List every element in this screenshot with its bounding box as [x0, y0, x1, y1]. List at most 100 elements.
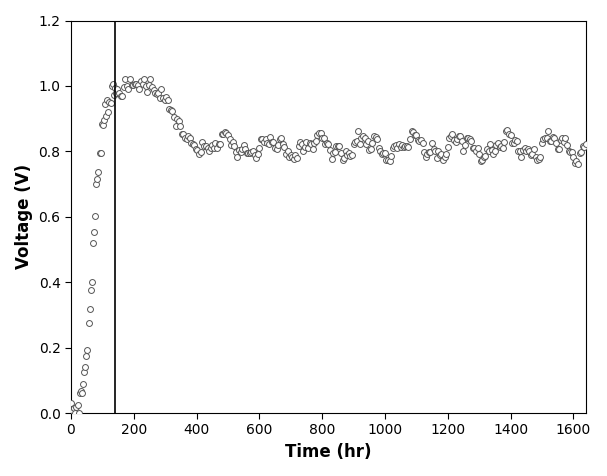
Point [334, 142, 344, 150]
Point [497, 142, 506, 150]
Point [551, 139, 561, 147]
Point [314, 129, 324, 137]
Point [72, 404, 81, 411]
Point [405, 135, 415, 143]
Point [265, 133, 275, 141]
Point [347, 151, 357, 159]
Point [393, 144, 402, 152]
Point [283, 148, 293, 155]
Point [112, 86, 122, 93]
Point [523, 145, 532, 152]
Point [573, 160, 583, 168]
Point [101, 112, 111, 120]
Point [413, 137, 422, 144]
Point [415, 137, 424, 144]
Point [512, 138, 521, 145]
Point [217, 130, 226, 138]
Point [576, 148, 586, 156]
Point [510, 136, 520, 144]
Point [93, 169, 103, 176]
Point [186, 139, 196, 147]
Point [189, 141, 199, 149]
Point [556, 136, 566, 144]
Point [157, 85, 166, 93]
Point [67, 409, 77, 417]
Point [363, 137, 373, 145]
Point [197, 139, 207, 146]
Point [243, 149, 253, 157]
Point [124, 85, 134, 92]
Point [441, 150, 451, 158]
Point [69, 407, 78, 415]
Point [98, 121, 107, 129]
Point [526, 151, 536, 159]
Point [567, 148, 577, 155]
Point [506, 131, 515, 139]
Point [419, 149, 429, 156]
Point [275, 135, 285, 143]
Point [313, 131, 322, 139]
Point [155, 94, 164, 102]
Point [430, 148, 440, 155]
Point [212, 144, 222, 152]
Point [86, 287, 96, 294]
Point [273, 141, 283, 149]
Point [92, 180, 101, 188]
Point [484, 148, 493, 155]
Point [267, 138, 277, 145]
Point [418, 139, 427, 147]
Point [407, 127, 416, 135]
Point [291, 151, 300, 159]
Point [264, 140, 274, 148]
Point [438, 156, 448, 164]
Point [89, 228, 99, 236]
Point [382, 156, 392, 164]
Point [379, 149, 388, 157]
Point [439, 153, 449, 161]
Point [85, 306, 95, 313]
Point [84, 319, 93, 327]
Point [546, 137, 556, 144]
Point [99, 117, 109, 124]
Point [466, 137, 476, 145]
Point [180, 134, 190, 142]
Point [548, 133, 558, 141]
Point [103, 109, 113, 116]
Point [322, 139, 331, 147]
Point [111, 89, 121, 97]
Point [269, 139, 279, 146]
Point [337, 156, 347, 164]
Point [324, 140, 333, 148]
Point [172, 116, 182, 123]
Point [76, 387, 86, 395]
Point [462, 134, 472, 142]
Point [458, 147, 468, 155]
Point [489, 150, 498, 158]
Point [75, 389, 84, 397]
Point [353, 128, 363, 135]
Point [457, 138, 467, 145]
Point [177, 130, 186, 138]
Point [138, 80, 148, 88]
Point [399, 143, 409, 151]
Point [139, 75, 149, 83]
Point [477, 156, 487, 164]
Point [325, 146, 335, 154]
Point [578, 142, 588, 149]
Point [229, 142, 239, 150]
Point [169, 113, 179, 121]
Point [305, 139, 314, 147]
Point [317, 134, 327, 142]
Point [390, 142, 399, 150]
Point [95, 149, 104, 157]
Point [385, 158, 395, 165]
Point [110, 84, 120, 91]
Point [119, 83, 129, 90]
Point [144, 81, 154, 89]
Point [259, 138, 269, 145]
Point [377, 150, 387, 158]
Point [211, 139, 220, 147]
Point [299, 147, 308, 155]
Point [545, 138, 555, 145]
Point [130, 79, 140, 87]
